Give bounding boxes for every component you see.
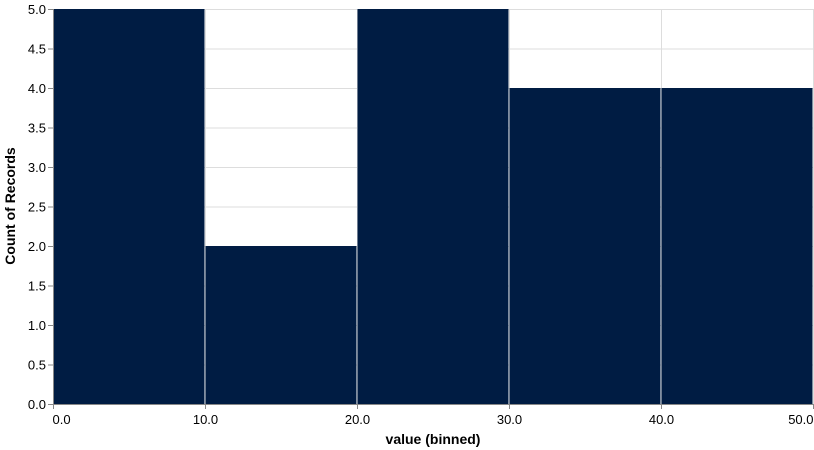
y-tick-label-5: 2.5 <box>28 200 46 215</box>
bars <box>53 9 813 404</box>
y-tick-label-4: 2.0 <box>28 239 46 254</box>
y-tick-label-6: 3.0 <box>28 160 46 175</box>
x-tick-label-0: 0.0 <box>53 412 71 427</box>
y-tick-label-7: 3.5 <box>28 121 46 136</box>
x-tick-label-1: 10.0 <box>193 412 218 427</box>
y-tick-label-3: 1.5 <box>28 279 46 294</box>
y-tick-label-1: 0.5 <box>28 358 46 373</box>
bar-20-30 <box>357 9 509 404</box>
x-tick-label-5: 50.0 <box>788 412 813 427</box>
bar-40-50 <box>661 88 813 404</box>
x-tick-label-3: 30.0 <box>497 412 522 427</box>
y-tick-label-9: 4.5 <box>28 42 46 57</box>
y-axis-title: Count of Records <box>2 147 18 265</box>
tick-labels: 0.0 0.5 1.0 1.5 2.0 2.5 3.0 3.5 4.0 4.5 5.0 0.0 10.0… <box>28 2 814 427</box>
y-tick-label-8: 4.0 <box>28 81 46 96</box>
x-axis-title: value (binned) <box>386 431 481 447</box>
x-tick-label-4: 40.0 <box>649 412 674 427</box>
axes <box>48 9 814 409</box>
bar-10-20 <box>205 246 357 404</box>
bar-0-10 <box>53 9 205 404</box>
bar-30-40 <box>509 88 661 404</box>
y-tick-label-10: 5.0 <box>28 2 46 17</box>
y-tick-label-2: 1.0 <box>28 318 46 333</box>
x-tick-label-2: 20.0 <box>345 412 370 427</box>
y-tick-label-0: 0.0 <box>28 397 46 412</box>
